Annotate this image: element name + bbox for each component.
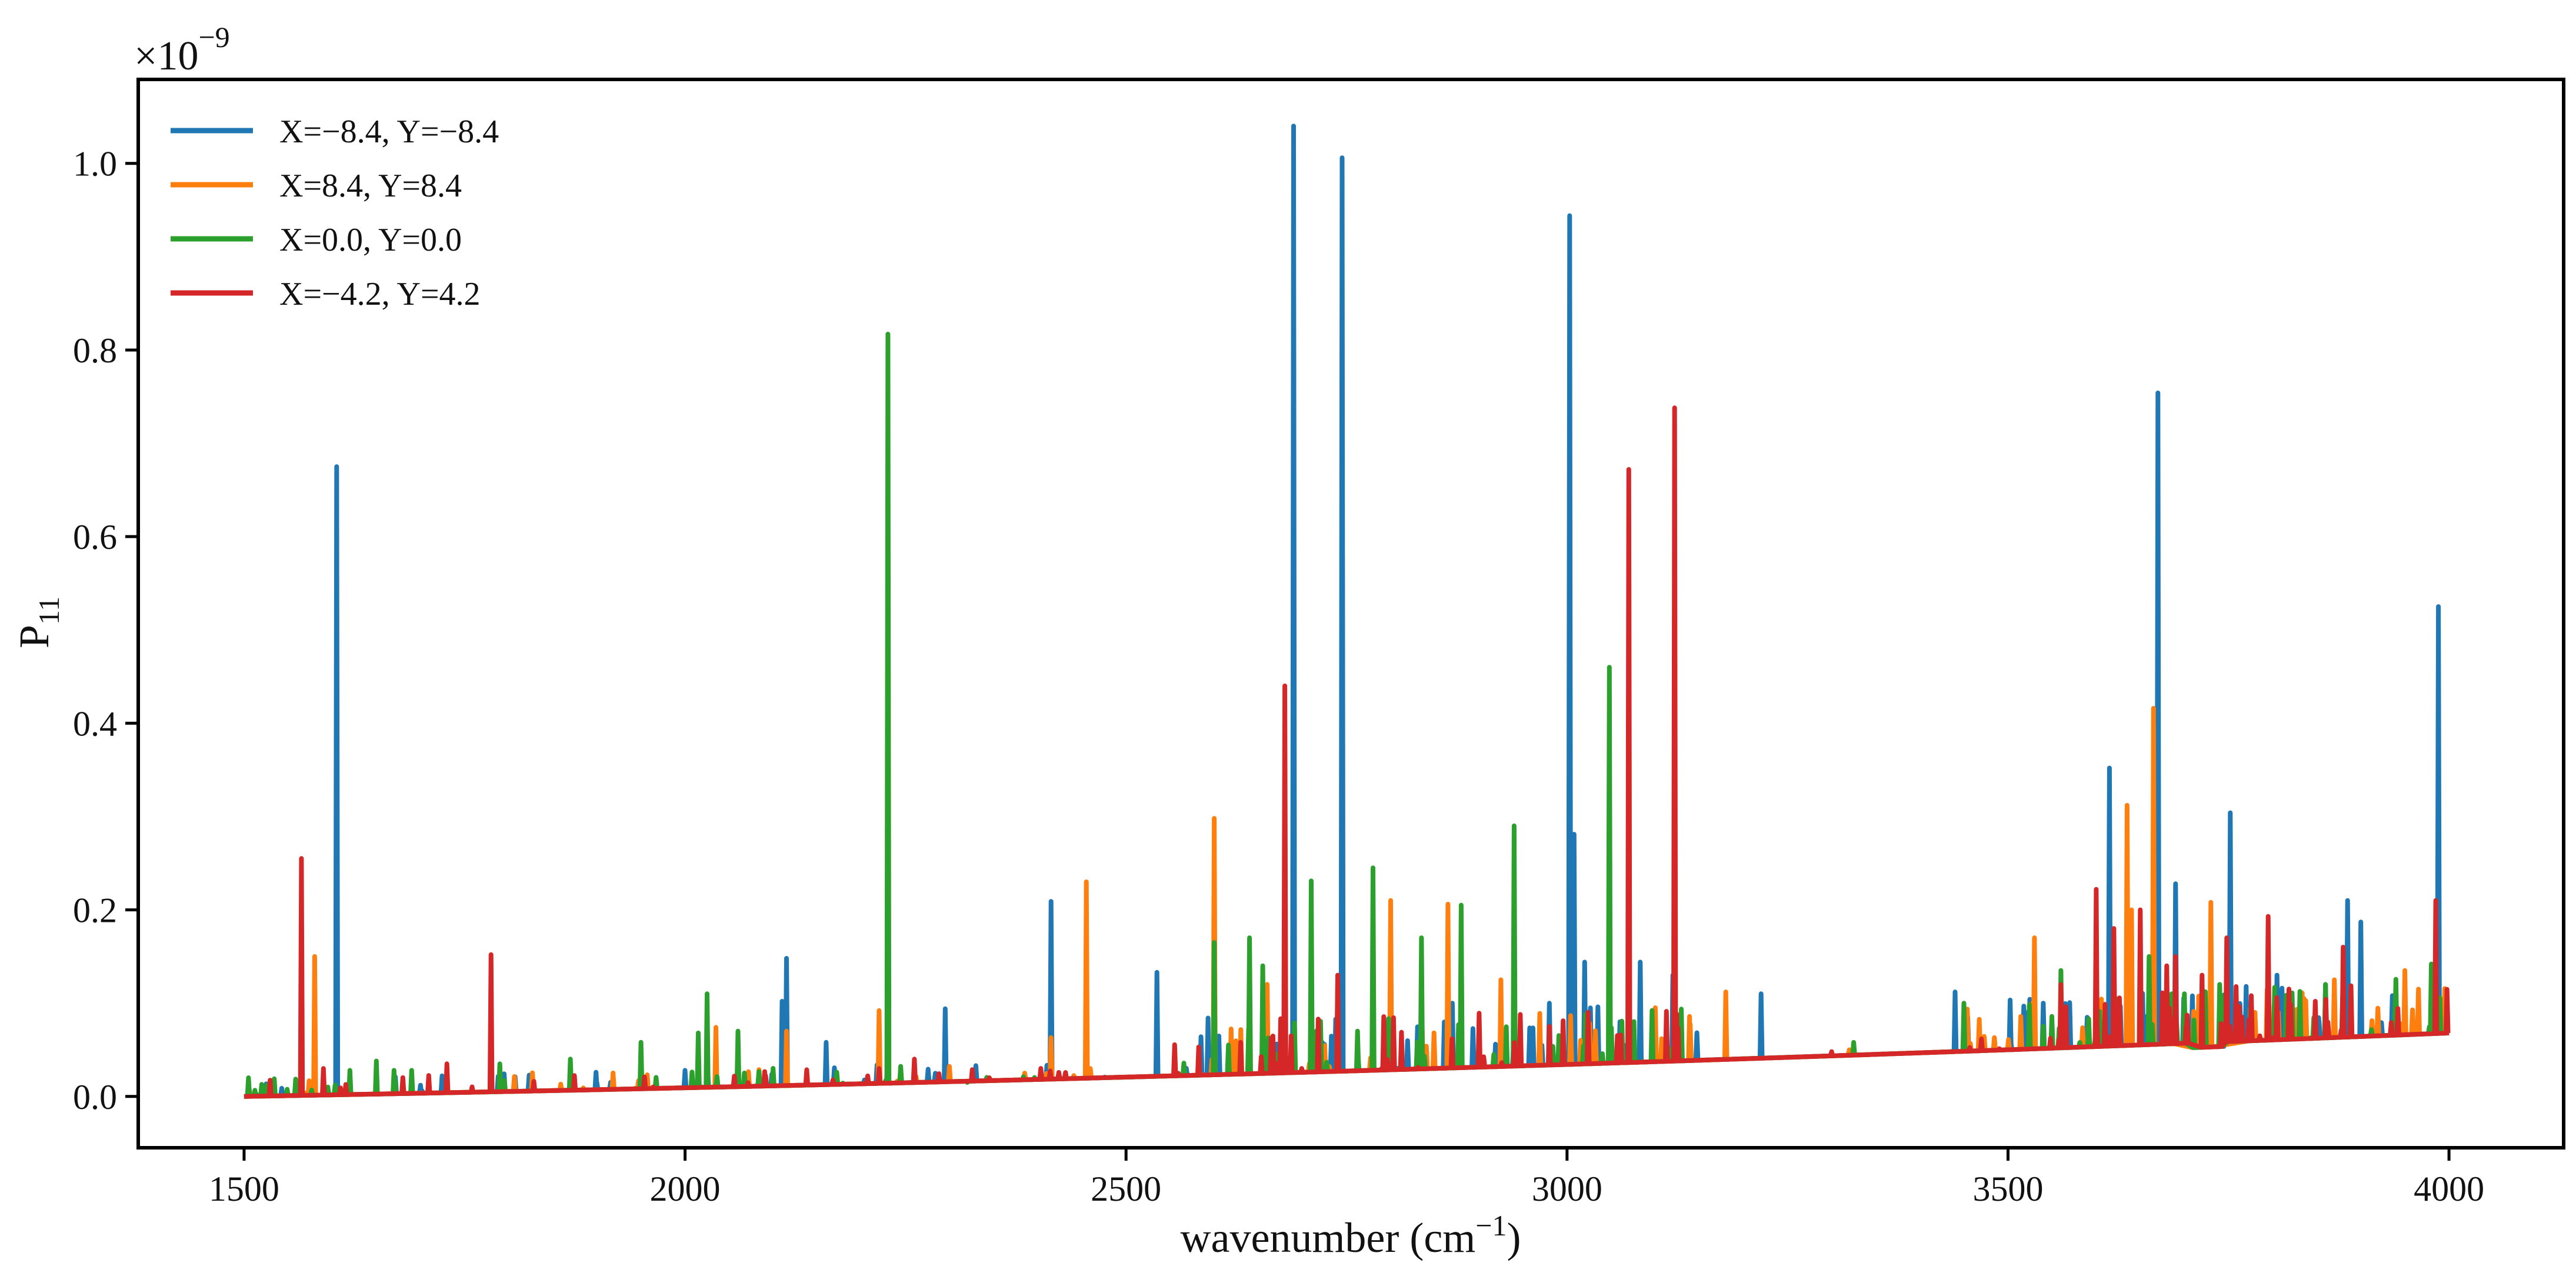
x-tick-label: 2500 — [1091, 1170, 1161, 1208]
series-line — [244, 405, 2451, 1099]
x-tick-label: 1500 — [209, 1170, 279, 1208]
legend: X=−8.4, Y=−8.4 X=8.4, Y=8.4 X=0.0, Y=0.0 X=… — [171, 114, 499, 312]
plot-frame — [136, 78, 2565, 1150]
y-axis: 0.0 0.2 0.4 0.6 0.8 1.0 — [73, 145, 138, 1117]
legend-label: X=0.0, Y=0.0 — [279, 222, 462, 258]
y-offset-label: ×10−9 — [134, 21, 230, 79]
legend-label: X=8.4, Y=8.4 — [279, 168, 462, 204]
x-tick-label: 2000 — [650, 1170, 721, 1208]
x-tick-label: 3500 — [1972, 1170, 2043, 1208]
x-tick-label: 3000 — [1532, 1170, 1602, 1208]
legend-label: X=−8.4, Y=−8.4 — [279, 114, 499, 150]
y-tick-label: 0.6 — [73, 518, 117, 557]
x-axis-label: wavenumber (cm−1) — [1181, 1209, 1521, 1261]
y-tick-label: 0.4 — [73, 704, 117, 743]
y-tick-label: 0.2 — [73, 891, 117, 930]
y-axis-label: P11 — [11, 597, 65, 648]
x-tick-label: 4000 — [2414, 1170, 2484, 1208]
y-tick-label: 1.0 — [73, 145, 117, 184]
x-axis: 1500 2000 2500 3000 3500 4000 — [209, 1148, 2484, 1208]
y-tick-label: 0.8 — [73, 331, 117, 370]
y-tick-label: 0.0 — [73, 1078, 117, 1117]
series-layer — [244, 124, 2451, 1099]
legend-label: X=−4.2, Y=4.2 — [279, 276, 481, 312]
